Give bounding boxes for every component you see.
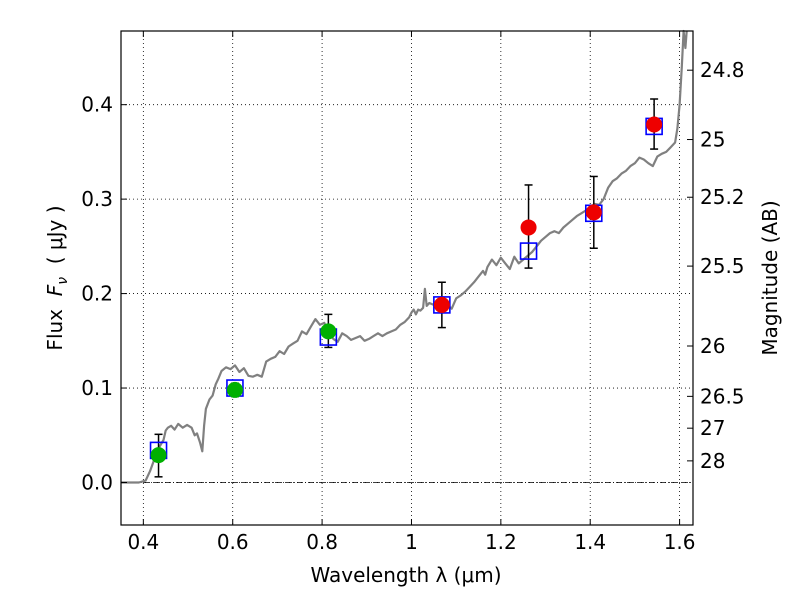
error-bars (154, 98, 659, 478)
model-square (519, 242, 538, 260)
y-axis-title-symbol: F (43, 284, 67, 296)
y2-tick-label: 28 (700, 449, 725, 473)
y2-tick-label: 26 (700, 334, 725, 358)
y-axis-title-subscript: ν (55, 277, 71, 285)
grid (121, 31, 693, 525)
x-tick-label: 0.8 (306, 530, 338, 554)
ticks (121, 31, 693, 525)
y-tick-label: 0.4 (81, 93, 113, 117)
y-axis-title: Flux Fν ( μJy ) (43, 205, 71, 350)
y-tick-label: 0.0 (81, 470, 113, 494)
y2-tick-label: 25.2 (700, 185, 745, 209)
x-tick-label: 0.4 (127, 530, 159, 554)
x-tick-label: 1.2 (485, 530, 517, 554)
y-tick-label: 0.2 (81, 282, 113, 306)
data-point (226, 381, 243, 398)
x-tick-label: 0.6 (217, 530, 249, 554)
y2-tick-label: 27 (700, 416, 725, 440)
x-tick-label: 1 (405, 530, 418, 554)
spectrum-line (121, 29, 688, 484)
y-tick-label: 0.1 (81, 376, 113, 400)
y-tick-label: 0.3 (81, 187, 113, 211)
y-axis-title-prefix: Flux (43, 296, 67, 350)
plot-frame (120, 30, 694, 526)
y-axis-title-suffix: ( μJy ) (43, 205, 67, 277)
data-point (320, 323, 337, 340)
tick-labels: 0.4 0.6 0.8 1 1.2 1.4 1.6 0.0 0.1 0.2 0.3 0.4 24.8 25… (81, 58, 744, 554)
y2-tick-label: 26.5 (700, 384, 745, 408)
x-tick-label: 1.4 (574, 530, 606, 554)
data-point (585, 204, 602, 221)
model-squares (149, 117, 663, 460)
x-axis-title: Wavelength λ (μm) (310, 563, 501, 587)
observed-points (150, 116, 663, 464)
data-point (646, 116, 663, 133)
x-tick-label: 1.6 (664, 530, 696, 554)
data-point (150, 447, 167, 464)
plot-frame-group (120, 30, 694, 526)
y2-tick-label: 25 (700, 128, 725, 152)
y2-tick-label: 25.5 (700, 254, 745, 278)
spectrum-group (121, 29, 688, 484)
data-point (520, 219, 537, 236)
data-point (433, 296, 450, 313)
y2-axis-title: Magnitude (AB) (758, 200, 782, 355)
y2-tick-label: 24.8 (700, 58, 745, 82)
